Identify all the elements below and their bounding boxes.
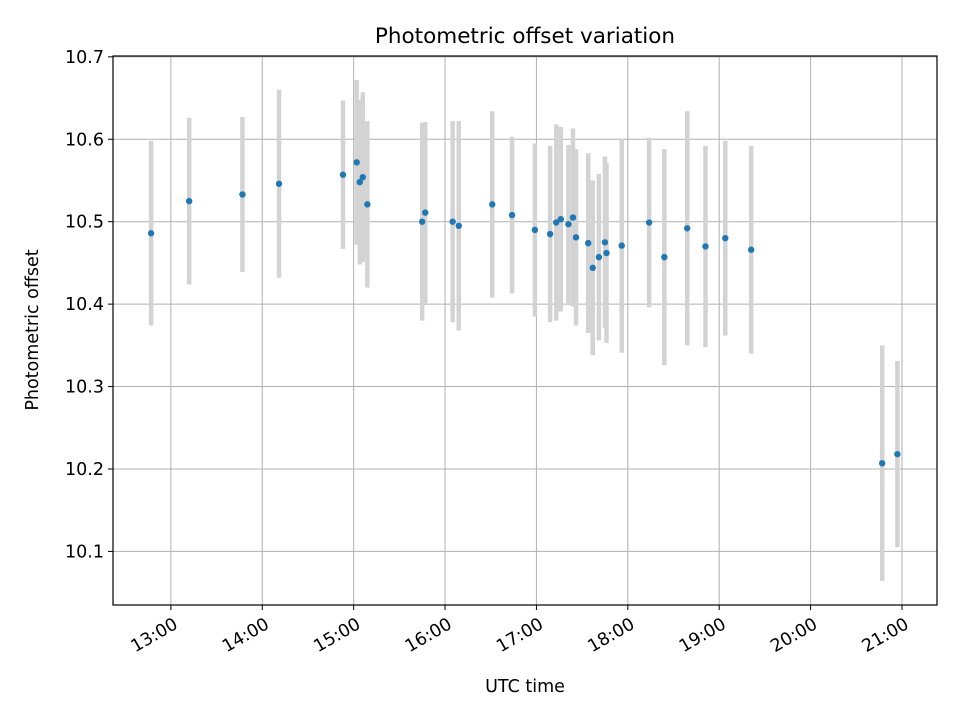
data-point [585,239,592,247]
data-point [147,230,155,237]
y-tick-label: 10.5 [65,213,104,233]
data-point [353,159,360,166]
data-point [508,211,516,219]
data-point [489,201,496,208]
data-point [364,201,371,208]
data-point [557,216,564,223]
data-points [147,159,901,467]
y-tick-label: 10.6 [65,130,104,150]
data-point [684,225,691,232]
data-point [339,171,347,178]
y-tick-label: 10.7 [65,48,104,68]
grid-lines [113,56,937,605]
x-axis-label: UTC time [485,677,565,697]
data-point [645,219,653,226]
data-point [422,209,429,216]
data-point [455,222,462,230]
data-point [449,218,456,225]
data-point [418,218,426,225]
data-point [553,219,560,226]
data-point [601,239,609,246]
data-point [239,191,246,198]
data-point [359,173,366,181]
data-point [878,460,886,467]
y-axis-label: Photometric offset [23,249,43,410]
data-point [565,220,572,228]
data-point [747,246,755,253]
chart-title: Photometric offset variation [375,24,675,49]
data-point [894,450,901,458]
data-point [661,253,668,261]
y-tick-label: 10.2 [65,460,104,480]
data-point [722,234,729,242]
data-point [275,180,283,187]
data-point [603,249,610,257]
data-point [569,214,577,221]
data-point [531,226,539,234]
y-tick-label: 10.4 [65,295,104,315]
data-point [356,178,363,186]
y-tick-label: 10.3 [65,378,104,398]
data-point [589,264,596,272]
data-point [618,242,625,249]
data-point [595,253,603,261]
plot-frame [112,55,938,606]
data-point [546,230,554,238]
data-point [185,197,193,205]
y-tick-label: 10.1 [65,542,104,562]
data-point [702,243,709,250]
data-point [572,234,580,241]
